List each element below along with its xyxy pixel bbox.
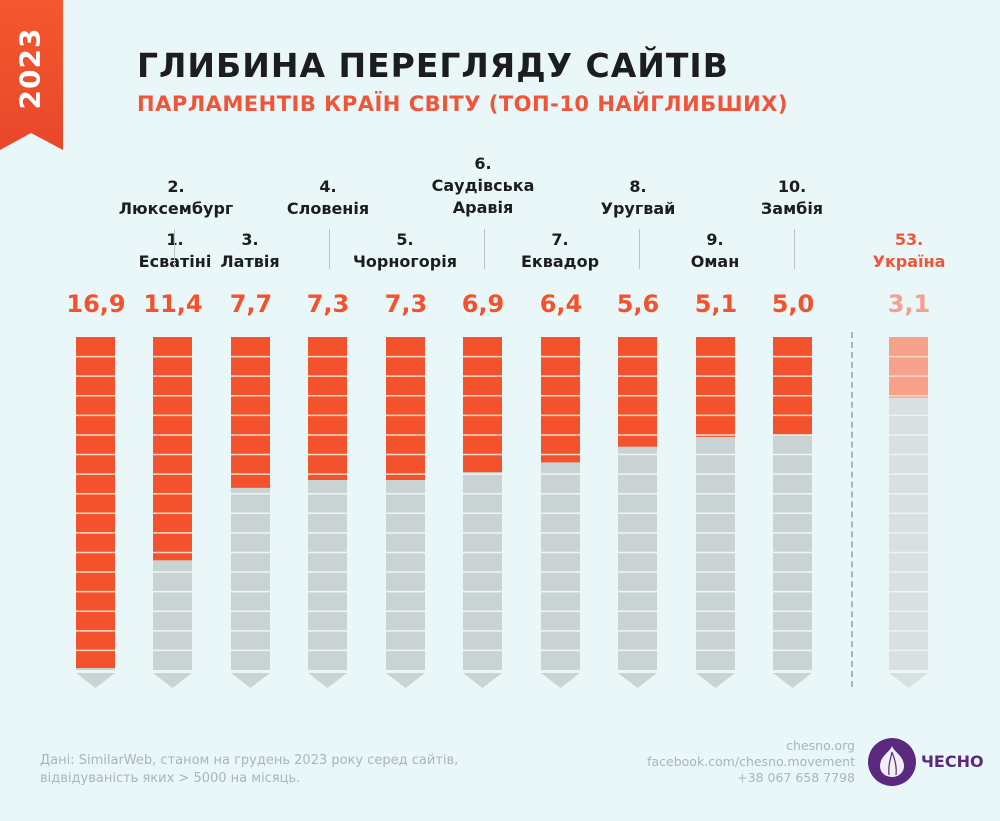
contacts: chesno.org facebook.com/chesno.movement …	[647, 738, 855, 786]
note-line-2: відвідуваність яких > 5000 на місяць.	[40, 771, 301, 786]
country-label: 3. Латвія	[170, 229, 330, 273]
country-name: Латвія	[220, 252, 280, 271]
country-name: Оман	[690, 252, 740, 271]
value-label: 16,9	[66, 290, 126, 318]
country-label: 6. Саудівська Аравія	[403, 153, 563, 219]
value-label: 6,9	[461, 290, 505, 318]
bar-10	[773, 337, 812, 688]
bar-6	[463, 337, 502, 688]
label-separator	[794, 229, 795, 269]
contact-site-link[interactable]: chesno.org	[786, 738, 855, 753]
label-separator	[639, 229, 640, 269]
bar-arrow-tip	[308, 673, 347, 688]
bar-5	[386, 337, 425, 688]
bar-arrow-tip	[463, 673, 502, 688]
bar-fill	[696, 337, 735, 437]
garlic-icon	[868, 738, 916, 786]
bar-arrow-tip	[76, 673, 115, 688]
rank-label: 1.	[166, 230, 184, 249]
country-label: 2. Люксембург	[96, 176, 256, 220]
bar-fill	[541, 337, 580, 463]
chart-title: ГЛИБИНА ПЕРЕГЛЯДУ САЙТІВ	[137, 46, 729, 85]
rank-label: 3.	[241, 230, 259, 249]
country-name: Словенія	[286, 199, 370, 218]
country-label: 4. Словенія	[248, 176, 408, 220]
bar-fill	[76, 337, 115, 669]
bar-arrow-tip	[231, 673, 270, 688]
country-name: Еквадор	[520, 252, 600, 271]
value-label: 5,6	[616, 290, 660, 318]
country-label: 7. Еквадор	[480, 229, 640, 273]
year-ribbon: 2023	[0, 0, 63, 150]
bar-arrow-tip	[618, 673, 657, 688]
value-label: 7,3	[306, 290, 350, 318]
value-label: 5,1	[694, 290, 738, 318]
divider-dashed-line	[851, 332, 853, 687]
value-label: 5,0	[771, 290, 815, 318]
rank-label: 4.	[319, 177, 337, 196]
bar-arrow-tip	[386, 673, 425, 688]
bar-arrow-tip	[773, 673, 812, 688]
bar-2	[153, 337, 192, 688]
value-label: 7,3	[384, 290, 428, 318]
bar-fill	[308, 337, 347, 480]
value-label-highlighted: 3,1	[887, 290, 931, 318]
rank-label: 53.	[894, 230, 924, 249]
rank-label: 8.	[629, 177, 647, 196]
country-name: Замбія	[760, 199, 824, 218]
country-name-line2: Аравія	[452, 198, 514, 217]
bar-fill	[386, 337, 425, 480]
bar-fill	[773, 337, 812, 435]
country-name: Уругвай	[600, 199, 676, 218]
rank-label: 9.	[706, 230, 724, 249]
rank-label: 6.	[474, 154, 492, 173]
bar-fill	[618, 337, 657, 447]
bar-fill	[231, 337, 270, 488]
label-separator	[174, 229, 175, 269]
country-label: 10. Замбія	[712, 176, 872, 220]
chart-subtitle: ПАРЛАМЕНТІВ КРАЇН СВІТУ (ТОП-10 НАЙГЛИБШ…	[137, 92, 788, 116]
rank-label: 5.	[396, 230, 414, 249]
bar-4	[308, 337, 347, 688]
logo-garlic-shape	[880, 746, 904, 777]
bar-arrow-tip	[541, 673, 580, 688]
bar-arrow-tip	[889, 673, 928, 688]
label-separator	[484, 229, 485, 269]
country-label-highlighted: 53. Україна	[829, 229, 989, 273]
country-name: Україна	[872, 252, 946, 271]
note-line-1: Дані: SimilarWeb, станом на грудень 2023…	[40, 753, 459, 768]
bar-1	[76, 337, 115, 688]
data-source-note: Дані: SimilarWeb, станом на грудень 2023…	[40, 752, 458, 788]
contact-phone: +38 067 658 7798	[737, 770, 855, 785]
value-label: 7,7	[229, 290, 273, 318]
country-name: Чорногорія	[353, 252, 457, 271]
country-label: 8. Уругвай	[558, 176, 718, 220]
rank-label: 2.	[167, 177, 185, 196]
ribbon-shape	[0, 0, 63, 150]
bar-fill	[889, 337, 928, 398]
rank-label: 7.	[551, 230, 569, 249]
value-label: 11,4	[143, 290, 203, 318]
bar-arrow-tip	[153, 673, 192, 688]
label-separator	[329, 229, 330, 269]
contact-facebook-link[interactable]: facebook.com/chesno.movement	[647, 754, 855, 769]
country-label: 5. Чорногорія	[325, 229, 485, 273]
value-label: 6,4	[539, 290, 583, 318]
logo-text: ЧЕСНО	[921, 752, 984, 771]
bar-fill	[153, 337, 192, 561]
bar-8	[618, 337, 657, 688]
country-name: Саудівська	[431, 176, 535, 195]
country-label: 9. Оман	[635, 229, 795, 273]
bar-11	[889, 337, 928, 688]
bar-3	[231, 337, 270, 688]
bar-9	[696, 337, 735, 688]
bar-arrow-tip	[696, 673, 735, 688]
country-name: Люксембург	[118, 199, 234, 218]
rank-label: 10.	[777, 177, 807, 196]
bar-7	[541, 337, 580, 688]
bar-fill	[463, 337, 502, 473]
